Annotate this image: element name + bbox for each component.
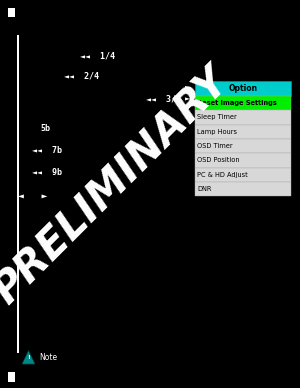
Text: OSD Position: OSD Position — [197, 158, 240, 163]
Text: ◄◄  9b: ◄◄ 9b — [32, 168, 62, 177]
Bar — [16, 35, 19, 353]
Bar — [8, 372, 15, 382]
Text: !: ! — [27, 355, 30, 360]
Text: Note: Note — [39, 353, 57, 362]
Bar — [195, 153, 291, 168]
Text: Option: Option — [228, 84, 258, 93]
Text: ◄◄  1/4: ◄◄ 1/4 — [80, 52, 115, 61]
Text: Reset Image Settings: Reset Image Settings — [197, 100, 277, 106]
Text: ►: ► — [184, 94, 190, 104]
Text: PC & HD Adjust: PC & HD Adjust — [197, 172, 248, 178]
Text: ◄◄  2/4: ◄◄ 2/4 — [64, 71, 100, 80]
Text: ◄   ►: ◄ ► — [18, 191, 47, 201]
Text: DNR: DNR — [197, 186, 212, 192]
Bar — [195, 81, 291, 96]
Text: ◄◄  3/4: ◄◄ 3/4 — [146, 94, 181, 104]
Text: Lamp Hours: Lamp Hours — [197, 129, 237, 135]
Polygon shape — [22, 350, 35, 364]
Text: 5b: 5b — [40, 123, 50, 133]
Text: PRELIMINARY: PRELIMINARY — [0, 60, 237, 312]
Bar — [195, 110, 291, 125]
Bar — [8, 8, 15, 17]
Bar — [195, 96, 291, 110]
Text: ►: ► — [184, 82, 191, 91]
Bar — [195, 168, 291, 182]
Bar — [195, 125, 291, 139]
Text: Sleep Timer: Sleep Timer — [197, 114, 237, 120]
Text: ◄◄  7b: ◄◄ 7b — [32, 146, 62, 155]
Text: OSD Timer: OSD Timer — [197, 143, 233, 149]
Bar — [195, 182, 291, 196]
Bar — [195, 139, 291, 153]
